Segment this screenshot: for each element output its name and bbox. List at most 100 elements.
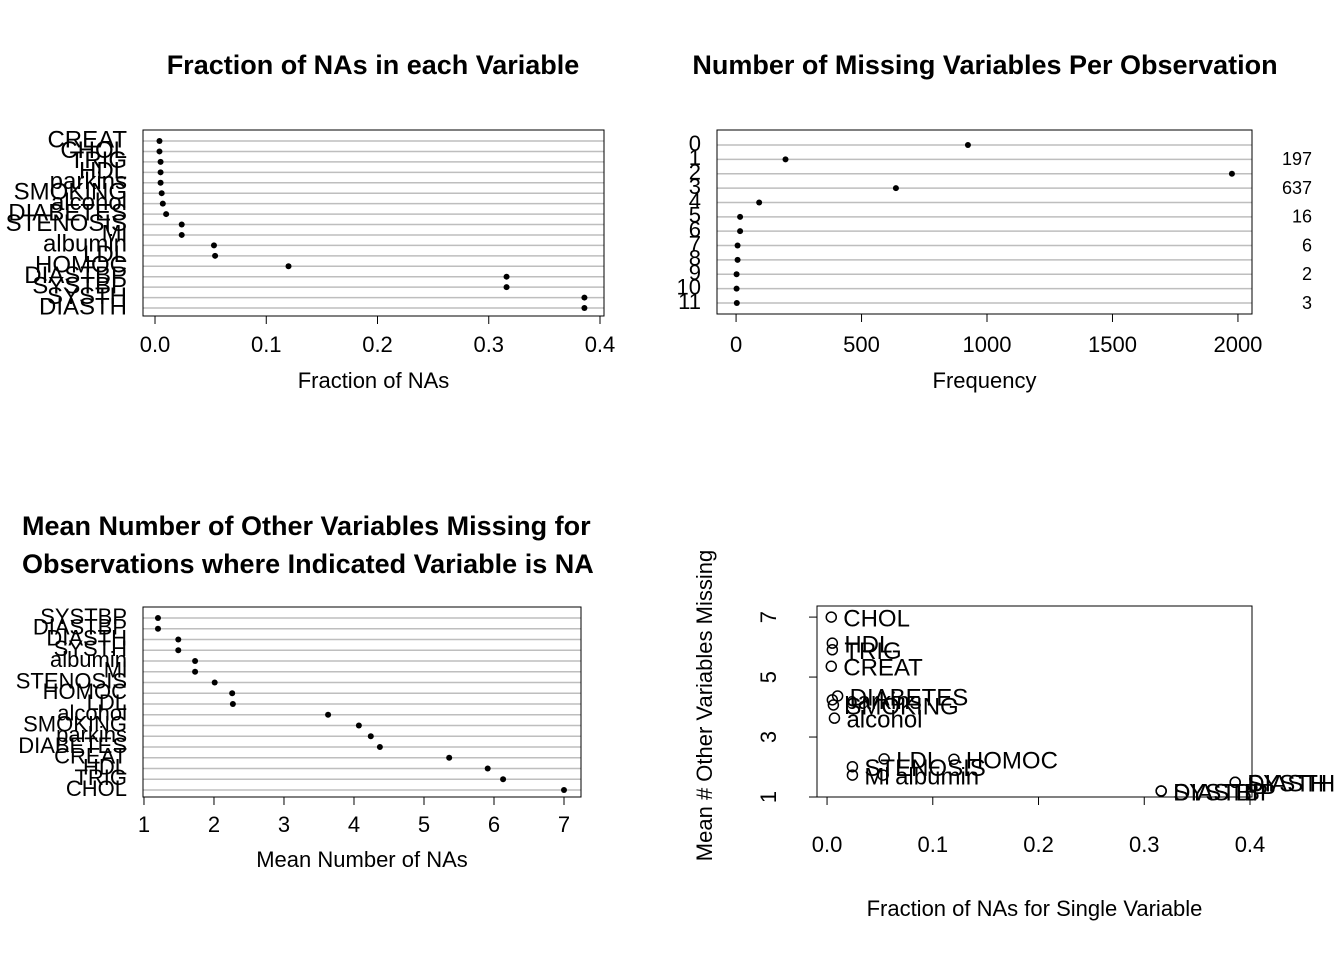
category-label: 1	[689, 145, 701, 170]
y-tick-label: 7	[756, 611, 781, 623]
dot	[756, 199, 763, 206]
point-label: TRIG	[844, 638, 901, 665]
category-label: SYSTBP	[40, 604, 127, 629]
category-label: CREAT	[47, 126, 127, 153]
value-label: 637	[1282, 178, 1312, 198]
x-tick-label: 3	[278, 812, 290, 837]
point	[828, 712, 841, 724]
x-tick-label: 5	[418, 812, 430, 837]
dot	[156, 148, 163, 155]
x-tick-label: 1	[138, 812, 150, 837]
point-label: DIABETES	[850, 684, 969, 711]
x-tick-label: 1500	[1088, 332, 1137, 357]
category-label: SMOKING	[14, 179, 127, 206]
x-axis-label: Fraction of NAs	[298, 368, 450, 393]
x-axis-label: Frequency	[933, 368, 1037, 393]
category-label: parkins	[50, 168, 127, 195]
category-label: 10	[677, 274, 701, 299]
point	[827, 699, 840, 711]
chart-title: Observations where Indicated Variable is…	[22, 549, 594, 579]
point	[846, 760, 859, 773]
x-tick-label: 0.0	[140, 332, 171, 357]
point	[826, 694, 839, 706]
dot	[737, 228, 744, 235]
dot	[157, 169, 164, 176]
x-tick-label: 6	[488, 812, 500, 837]
dot	[560, 787, 567, 793]
category-label: CREAT	[54, 744, 127, 769]
category-label: DIABETES	[18, 733, 127, 758]
x-tick-label: 2000	[1213, 332, 1262, 357]
category-label: 6	[689, 217, 701, 242]
x-tick-label: 2	[208, 812, 220, 837]
dot	[175, 636, 182, 643]
category-label: DIASTH	[39, 293, 127, 320]
category-label: DIABETES	[8, 199, 127, 226]
dot	[733, 300, 740, 306]
category-label: LDL	[87, 690, 127, 715]
dot	[192, 658, 199, 664]
dot	[211, 679, 218, 686]
point	[825, 660, 838, 673]
dot	[154, 615, 161, 621]
point-label: Ml	[864, 763, 889, 790]
point-label: SYSTH	[1247, 771, 1327, 798]
category-label: Ml	[102, 220, 127, 247]
x-tick-label: 0.4	[585, 332, 616, 357]
point-label: SMOKING	[845, 693, 958, 720]
dot	[581, 305, 588, 311]
category-label: 11	[678, 289, 701, 314]
dot	[500, 776, 507, 783]
dot	[159, 200, 166, 207]
dot	[192, 668, 199, 675]
dot	[733, 285, 740, 292]
category-label: SYSTH	[47, 283, 127, 310]
point	[825, 611, 838, 623]
point-label: CREAT	[843, 655, 923, 682]
category-label: STENOSIS	[16, 668, 127, 693]
dot	[157, 158, 164, 165]
point-label: CHOL	[843, 605, 910, 632]
category-label: CHOL	[60, 137, 127, 164]
dot	[163, 211, 170, 218]
value-label: 197	[1282, 149, 1312, 169]
dot	[210, 242, 217, 249]
x-tick-label: 7	[558, 812, 570, 837]
point-label: DIASTBP	[1173, 779, 1276, 806]
point	[1229, 776, 1241, 789]
x-tick-label: 0.4	[1235, 832, 1266, 857]
category-label: HDL	[83, 754, 127, 779]
x-tick-label: 0.3	[1129, 832, 1160, 857]
x-tick-label: 0.2	[1023, 832, 1054, 857]
dot	[229, 701, 236, 707]
category-label: alcohol	[57, 701, 127, 726]
y-tick-label: 5	[756, 671, 781, 683]
chart-title: Mean Number of Other Variables Missing f…	[22, 511, 591, 541]
x-axis-label: Mean Number of NAs	[256, 847, 468, 872]
category-label: CHOL	[66, 776, 127, 801]
point	[846, 769, 859, 781]
point-label: alcohol	[846, 706, 922, 733]
category-label: 9	[689, 260, 701, 285]
dot	[733, 271, 740, 278]
dot	[782, 156, 789, 163]
category-label: alcohol	[51, 189, 127, 216]
category-label: HOMOC	[43, 679, 127, 704]
point-label: parkins	[844, 688, 921, 715]
category-label: DIASTBP	[33, 615, 127, 640]
dot	[178, 221, 185, 228]
point	[826, 637, 839, 649]
dot	[158, 190, 165, 197]
point	[1155, 785, 1167, 797]
dot	[737, 213, 744, 220]
category-label: parkins	[56, 722, 127, 747]
y-axis-label: Mean # Other Variables Missing	[692, 550, 717, 861]
dot	[285, 263, 292, 270]
dot	[154, 625, 161, 632]
dot	[964, 142, 971, 148]
category-label: TRIG	[74, 765, 127, 790]
category-label: TRIG	[70, 147, 127, 174]
dot	[581, 294, 588, 301]
category-label: SMOKING	[23, 711, 127, 736]
